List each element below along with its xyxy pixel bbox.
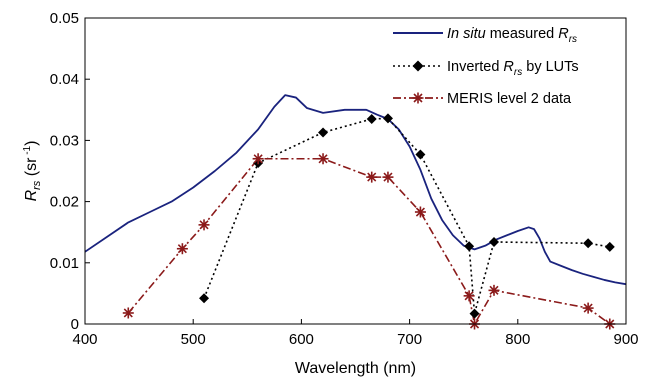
data-point-meris-7 <box>414 206 426 218</box>
x-tick-label-900: 900 <box>613 331 638 348</box>
ticks-layer: 400 500 600 700 800 900 0 0.01 0.02 0.03 0.04 0.05 <box>50 10 639 348</box>
legend-entry-meris: MERIS level 2 data <box>393 91 572 107</box>
y-axis-label-unit-close: ) <box>23 141 40 146</box>
data-point-meris-4 <box>317 153 329 165</box>
x-axis-label: Wavelength (nm) <box>295 360 416 377</box>
y-axis-label-main: R <box>23 189 40 201</box>
data-point-luts-10 <box>604 241 615 252</box>
legend-text-luts: Inverted Rrs by LUTs <box>447 59 579 78</box>
data-point-meris-1 <box>176 243 188 255</box>
y-tick-label-1: 0.01 <box>50 255 79 272</box>
data-point-luts-0 <box>199 293 210 304</box>
data-point-luts-2 <box>318 127 329 138</box>
plot-background <box>85 18 626 324</box>
x-tick-label-600: 600 <box>289 331 314 348</box>
legend-entry-luts: Inverted Rrs by LUTs <box>393 59 579 78</box>
y-tick-label-3: 0.03 <box>50 132 79 149</box>
y-axis-label-sub: rs <box>31 180 43 190</box>
legend-luts-main: R <box>503 59 514 75</box>
data-point-luts-7 <box>469 308 480 319</box>
data-point-luts-5 <box>415 149 426 160</box>
legend: In situ measured Rrs Inverted Rrs by LUT… <box>393 26 579 107</box>
data-point-luts-3 <box>366 113 377 124</box>
x-tick-label-700: 700 <box>397 331 422 348</box>
plot-frame <box>84 17 627 325</box>
y-tick-label-0: 0 <box>71 316 79 333</box>
data-point-luts-6 <box>464 241 475 252</box>
data-point-meris-10 <box>488 284 500 296</box>
legend-entry-insitu: In situ measured Rrs <box>393 26 577 45</box>
x-tick-label-500: 500 <box>181 331 206 348</box>
legend-text-insitu: In situ measured Rrs <box>447 26 577 45</box>
legend-marker-meris <box>412 92 424 104</box>
data-point-meris-8 <box>463 290 475 302</box>
legend-luts-sub: rs <box>514 67 522 78</box>
data-point-meris-11 <box>582 302 594 314</box>
legend-marker-luts <box>412 60 424 72</box>
legend-text-meris: MERIS level 2 data <box>447 91 572 107</box>
y-axis-label-unit-sup: -1 <box>22 145 33 157</box>
y-axis-label-unit-open: (sr <box>23 157 40 181</box>
series-line-insitu <box>85 94 626 286</box>
legend-insitu-italic: In situ <box>447 26 486 42</box>
legend-insitu-text: measured <box>486 26 559 42</box>
legend-luts-text: Inverted <box>447 59 503 75</box>
y-tick-label-4: 0.04 <box>50 71 79 88</box>
x-tick-label-400: 400 <box>72 331 97 348</box>
data-point-luts-8 <box>488 236 499 247</box>
data-point-luts-9 <box>583 238 594 249</box>
data-point-meris-5 <box>366 171 378 183</box>
data-point-luts-4 <box>382 113 393 124</box>
y-tick-label-5: 0.05 <box>50 10 79 27</box>
data-point-meris-2 <box>198 219 210 231</box>
y-axis-label: Rrs (sr -1) <box>22 141 43 202</box>
x-tick-label-800: 800 <box>505 331 530 348</box>
data-point-meris-0 <box>122 307 134 319</box>
legend-insitu-sub: rs <box>569 34 577 45</box>
legend-insitu-main: R <box>558 26 569 42</box>
legend-luts-suffix: by LUTs <box>522 59 578 75</box>
data-point-meris-6 <box>382 171 394 183</box>
y-tick-label-2: 0.02 <box>50 194 79 211</box>
data-point-meris-3 <box>252 153 264 165</box>
